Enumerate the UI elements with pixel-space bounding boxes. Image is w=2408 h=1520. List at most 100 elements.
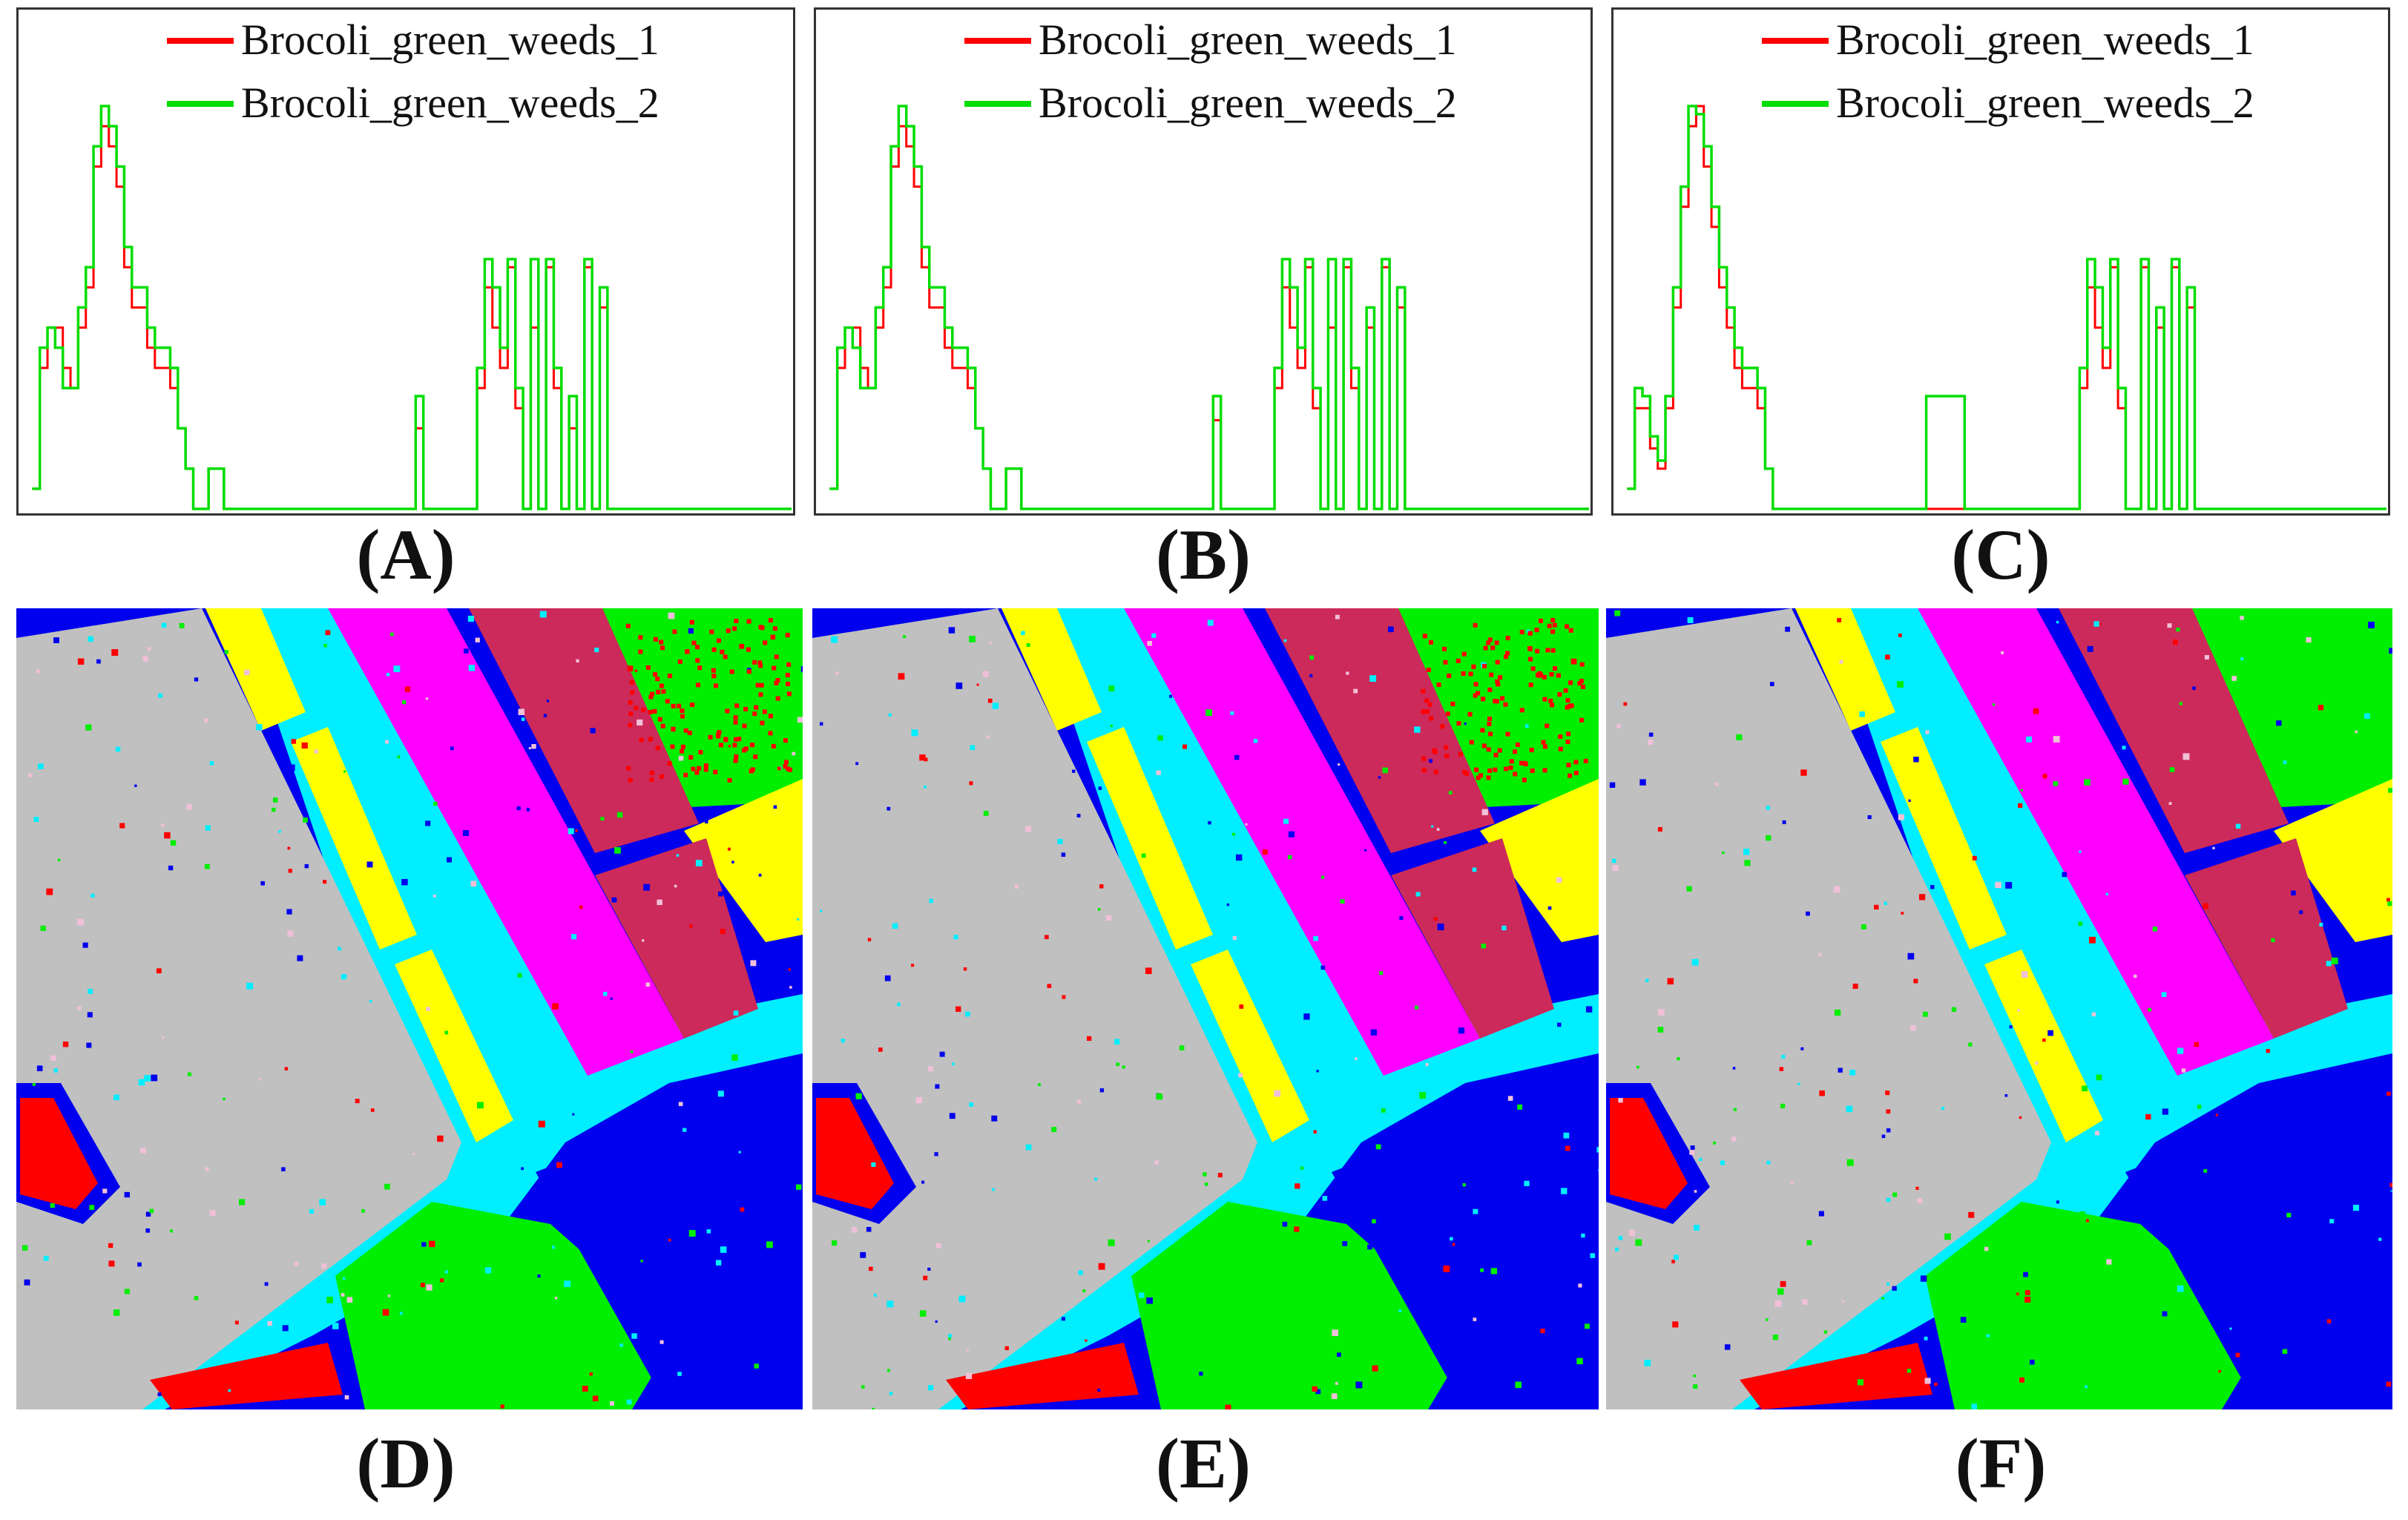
speckle [1207, 619, 1214, 626]
speckle [164, 832, 171, 839]
speckle-red [1487, 721, 1492, 726]
speckle-red [752, 659, 757, 665]
speckle-red [691, 640, 697, 645]
speckle-red [720, 649, 725, 654]
speckle [2326, 961, 2332, 967]
speckle [800, 666, 803, 673]
speckle [2097, 622, 2102, 626]
speckle [428, 1240, 435, 1248]
speckle [1045, 935, 1049, 939]
speckle-red [648, 737, 653, 742]
speckle [1322, 1196, 1328, 1201]
field-maroon-bottom [595, 838, 758, 1039]
speckle [1444, 840, 1447, 844]
speckle-red [638, 635, 643, 640]
speckle [464, 648, 469, 654]
speckle [720, 1246, 727, 1253]
legend-label-a-2: Brocoli_green_weeds_2 [241, 79, 659, 127]
field-red-left [20, 1098, 98, 1209]
speckle [614, 846, 621, 854]
plot-svg-a: Brocoli_green_weeds_1 Brocoli_green_weeds… [32, 16, 792, 510]
speckle [1526, 629, 1530, 634]
speckle [1145, 967, 1152, 975]
speckle [2326, 1319, 2332, 1323]
speckle [766, 1241, 773, 1248]
speckle [715, 1260, 722, 1266]
speckle [989, 642, 992, 645]
speckle [2053, 781, 2059, 786]
speckle [1082, 1289, 1086, 1293]
speckle [1797, 1082, 1800, 1085]
speckle-red [659, 683, 664, 688]
speckle [695, 860, 703, 866]
speckle [1182, 744, 1188, 749]
speckle [1309, 674, 1313, 677]
speckle [2389, 648, 2392, 654]
speckle [2169, 767, 2175, 772]
speckle [1415, 892, 1421, 897]
speckle-red [1541, 740, 1546, 745]
speckle [1992, 703, 1996, 706]
speckle [1458, 1027, 1465, 1034]
speckle-red [665, 699, 670, 704]
speckle-red [786, 691, 792, 697]
speckle [1852, 983, 1858, 990]
speckle [1579, 1052, 1583, 1056]
speckle [38, 763, 44, 769]
speckle [727, 847, 731, 851]
speckle [1139, 1292, 1145, 1298]
speckle-red [785, 633, 790, 638]
speckle [1283, 818, 1289, 824]
speckle [303, 817, 308, 823]
speckle [1208, 820, 1211, 825]
field-yellow-strip-1 [1795, 608, 1895, 731]
speckle-red [691, 766, 696, 771]
speckle-red [1529, 748, 1534, 753]
speckle [1337, 1352, 1341, 1357]
speckle [256, 724, 263, 731]
speckle [278, 830, 281, 833]
speckle-red [685, 649, 690, 654]
speckle-red [711, 674, 717, 679]
speckle [1338, 763, 1340, 766]
speckle [2378, 1237, 2382, 1241]
speckle-red [650, 691, 655, 697]
speckle [1203, 1172, 1207, 1177]
speckle [194, 1296, 199, 1300]
speckle [688, 628, 694, 634]
speckle [1925, 730, 1930, 734]
speckle [952, 1062, 955, 1066]
speckle [1108, 1239, 1115, 1246]
speckle-red [1442, 646, 1447, 651]
speckle [537, 1274, 541, 1278]
speckle [57, 858, 61, 862]
speckle [85, 724, 92, 731]
speckle [96, 659, 101, 664]
speckle [1714, 782, 1719, 786]
speckle [927, 1267, 931, 1271]
speckle [2265, 680, 2272, 688]
speckle [1800, 1047, 1804, 1050]
speckle-red [725, 708, 730, 714]
speckle [168, 865, 174, 871]
speckle-red [734, 619, 739, 624]
speckle [832, 1240, 838, 1246]
speckle [1780, 1103, 1786, 1108]
speckle [1561, 1188, 1567, 1194]
speckle [643, 884, 651, 891]
speckle [1898, 634, 1902, 637]
speckle [1110, 724, 1113, 728]
speckle [1062, 995, 1066, 999]
speckle [965, 1011, 970, 1017]
speckle-red [1579, 717, 1585, 723]
speckle [1687, 617, 1694, 623]
speckle [157, 1392, 162, 1397]
speckle [2145, 1113, 2151, 1120]
speckle [1283, 639, 1287, 642]
speckle-red [1566, 731, 1571, 737]
speckle [1874, 904, 1879, 910]
speckle-red [1436, 682, 1441, 688]
speckle [689, 924, 693, 928]
speckle-red [698, 749, 703, 754]
speckle [282, 1325, 289, 1332]
